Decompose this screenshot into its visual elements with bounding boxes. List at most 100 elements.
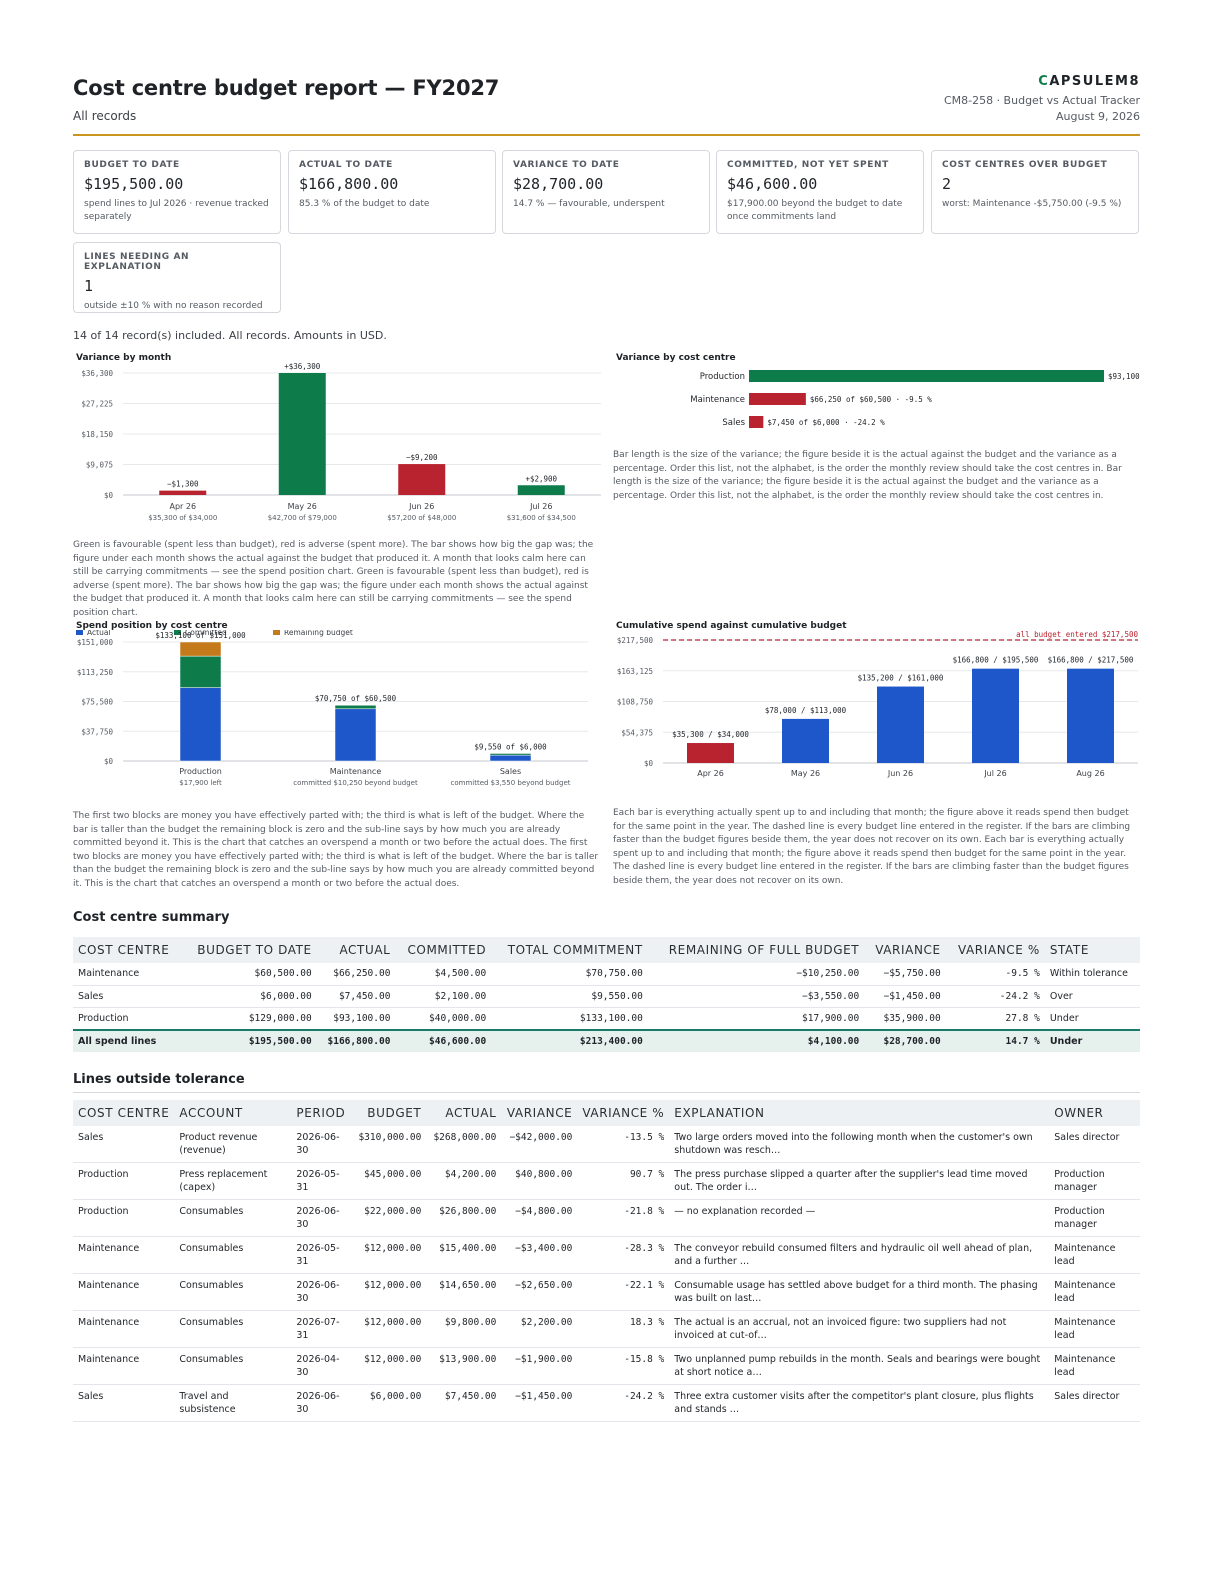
x-tick-label: Apr 26: [169, 502, 196, 511]
tolerance-cell: Consumables: [174, 1347, 292, 1385]
bar-value-label: $35,300 / $34,000: [672, 730, 749, 739]
summary-cell: $133,100.00: [491, 1007, 648, 1030]
x-tick-label: Aug 26: [1076, 769, 1104, 778]
bar-value-label: $66,250 of $60,500 · -9.5 %: [810, 395, 932, 404]
x-tick-label: Production: [179, 767, 222, 776]
tolerance-cell: — no explanation recorded —: [669, 1199, 1050, 1237]
tolerance-cell: $40,800.00: [501, 1162, 578, 1200]
summary-cell: −$5,750.00: [864, 963, 946, 986]
y-tick-label: $108,750: [617, 698, 654, 707]
bar-sub-label: $17,900 left: [179, 779, 222, 787]
col-period: Period: [291, 1100, 352, 1126]
cumulative-bar: [1067, 668, 1114, 763]
tolerance-cell: Sales: [73, 1126, 175, 1163]
summary-cell: −$10,250.00: [647, 963, 865, 986]
col-explanation: Explanation: [669, 1100, 1050, 1126]
tolerance-cell: $26,800.00: [426, 1199, 502, 1237]
spend-position-title: Spend position by cost centre: [76, 621, 228, 631]
category-label: Production: [700, 372, 745, 382]
tolerance-cell: Maintenance: [73, 1273, 175, 1311]
summary-total-cell: $213,400.00: [491, 1028, 648, 1052]
summary-cell: $70,750.00: [491, 963, 648, 986]
tolerance-cell: Maintenance lead: [1049, 1236, 1140, 1274]
col-cost-centre: Cost centre: [73, 937, 183, 963]
bar-sub-label: committed $10,250 beyond budget: [293, 779, 418, 787]
tolerance-body: Sales Product revenue (revenue) 2026-06-30…: [73, 1126, 1140, 1422]
tolerance-cell: Production manager: [1049, 1199, 1140, 1237]
tolerance-cell: -24.2 %: [577, 1384, 670, 1422]
tolerance-cell: $22,000.00: [351, 1199, 427, 1237]
variance-centre-title: Variance by cost centre: [616, 353, 736, 363]
variance-bar: [517, 485, 565, 495]
tolerance-cell: −$3,400.00: [501, 1236, 578, 1274]
stack-segment: [179, 687, 222, 762]
col-actual: Actual: [316, 937, 396, 963]
legend-label: Committed: [185, 630, 227, 637]
col-committed: Committed: [395, 937, 492, 963]
y-tick-label: $27,225: [81, 400, 113, 409]
category-label: Maintenance: [690, 395, 745, 405]
summary-heading: Cost centre summary: [73, 910, 230, 925]
tolerance-cell: $12,000.00: [351, 1347, 427, 1385]
x-tick-label: Sales: [500, 767, 521, 776]
kpi-value: $166,800.00: [299, 175, 399, 193]
kpi-label: Budget to date: [84, 160, 180, 170]
tolerance-row: Sales Travel and subsistence 2026-06-30 $6,…: [73, 1384, 1140, 1422]
report-subtitle: All records: [73, 109, 137, 123]
tolerance-cell: Production: [73, 1199, 175, 1237]
kpi-label: Committed, not yet spent: [727, 160, 889, 170]
tolerance-cell: Production manager: [1049, 1162, 1140, 1200]
kpi-value: $195,500.00: [84, 175, 184, 193]
tolerance-cell: 90.7 %: [577, 1162, 670, 1200]
kpi-label: Lines needing an explanation: [84, 252, 190, 272]
variance-bar: [159, 490, 207, 495]
tolerance-cell: −$42,000.00: [501, 1126, 578, 1163]
col-budget: Budget: [351, 1100, 427, 1126]
brand-logo: CAPSULEM8: [1038, 74, 1140, 89]
report-date: August 9, 2026: [1056, 110, 1140, 123]
tolerance-cell: $7,450.00: [426, 1384, 502, 1422]
bar-value-label: $78,000 / $113,000: [765, 706, 847, 715]
tolerance-cell: Consumables: [174, 1236, 292, 1274]
tolerance-cell: 2026-05-31: [291, 1236, 352, 1274]
stack-segment: [179, 641, 222, 657]
tolerance-cell: $6,000.00: [351, 1384, 427, 1422]
bar-value-label: +$2,900: [525, 474, 557, 483]
summary-cell: 27.8 %: [945, 1007, 1045, 1030]
kpi-card: Variance to date $28,700.00 14.7 % — fav…: [502, 150, 710, 234]
cumulative-bar: [687, 743, 734, 763]
tolerance-cell: 2026-06-30: [291, 1273, 352, 1311]
tolerance-cell: $268,000.00: [426, 1126, 502, 1163]
kpi-value: $28,700.00: [513, 175, 604, 193]
bar-sub-label: $31,600 of $34,500: [507, 514, 576, 522]
tolerance-row: Maintenance Consumables 2026-06-30 $12,000.…: [73, 1273, 1140, 1311]
records-included-note: 14 of 14 record(s) included. All records…: [73, 329, 387, 342]
bar-value-label: $135,200 / $161,000: [858, 674, 944, 683]
tolerance-cell: $45,000.00: [351, 1162, 427, 1200]
legend-swatch: [273, 630, 280, 635]
x-tick-label: Apr 26: [697, 769, 724, 778]
col-remaining: Remaining of full budget: [647, 937, 865, 963]
summary-row: Production $129,000.00 $93,100.00 $40,000.0…: [73, 1007, 1140, 1030]
bar-sub-label: $57,200 of $48,000: [387, 514, 456, 522]
legend-label: Actual: [87, 630, 111, 637]
x-tick-label: Jul 26: [529, 502, 552, 511]
tolerance-cell: 2026-06-30: [291, 1126, 352, 1163]
kpi-label: Actual to date: [299, 160, 393, 170]
variance-centre-caption: Bar length is the size of the variance; …: [613, 450, 1122, 501]
y-tick-label: $163,125: [617, 667, 653, 676]
tolerance-cell: $13,900.00: [426, 1347, 502, 1385]
variance-bar: [749, 416, 764, 428]
summary-total-row: All spend lines $195,500.00 $166,800.00 $46…: [73, 1028, 1140, 1052]
tolerance-cell: Two large orders moved into the followin…: [669, 1126, 1050, 1163]
bar-value-label: $93,100: [1108, 372, 1140, 381]
tolerance-cell: Maintenance lead: [1049, 1310, 1140, 1348]
tolerance-cell: Maintenance lead: [1049, 1347, 1140, 1385]
col-budget-to-date: Budget to date: [182, 937, 317, 963]
summary-total-cell: $195,500.00: [182, 1028, 317, 1052]
summary-total-cell: All spend lines: [73, 1028, 183, 1052]
summary-table: Cost centre Budget to date Actual Commit…: [73, 937, 1140, 1052]
summary-cell: $6,000.00: [182, 985, 317, 1008]
tolerance-row: Maintenance Consumables 2026-07-31 $12,000.…: [73, 1310, 1140, 1348]
col-variance: Variance: [501, 1100, 578, 1126]
